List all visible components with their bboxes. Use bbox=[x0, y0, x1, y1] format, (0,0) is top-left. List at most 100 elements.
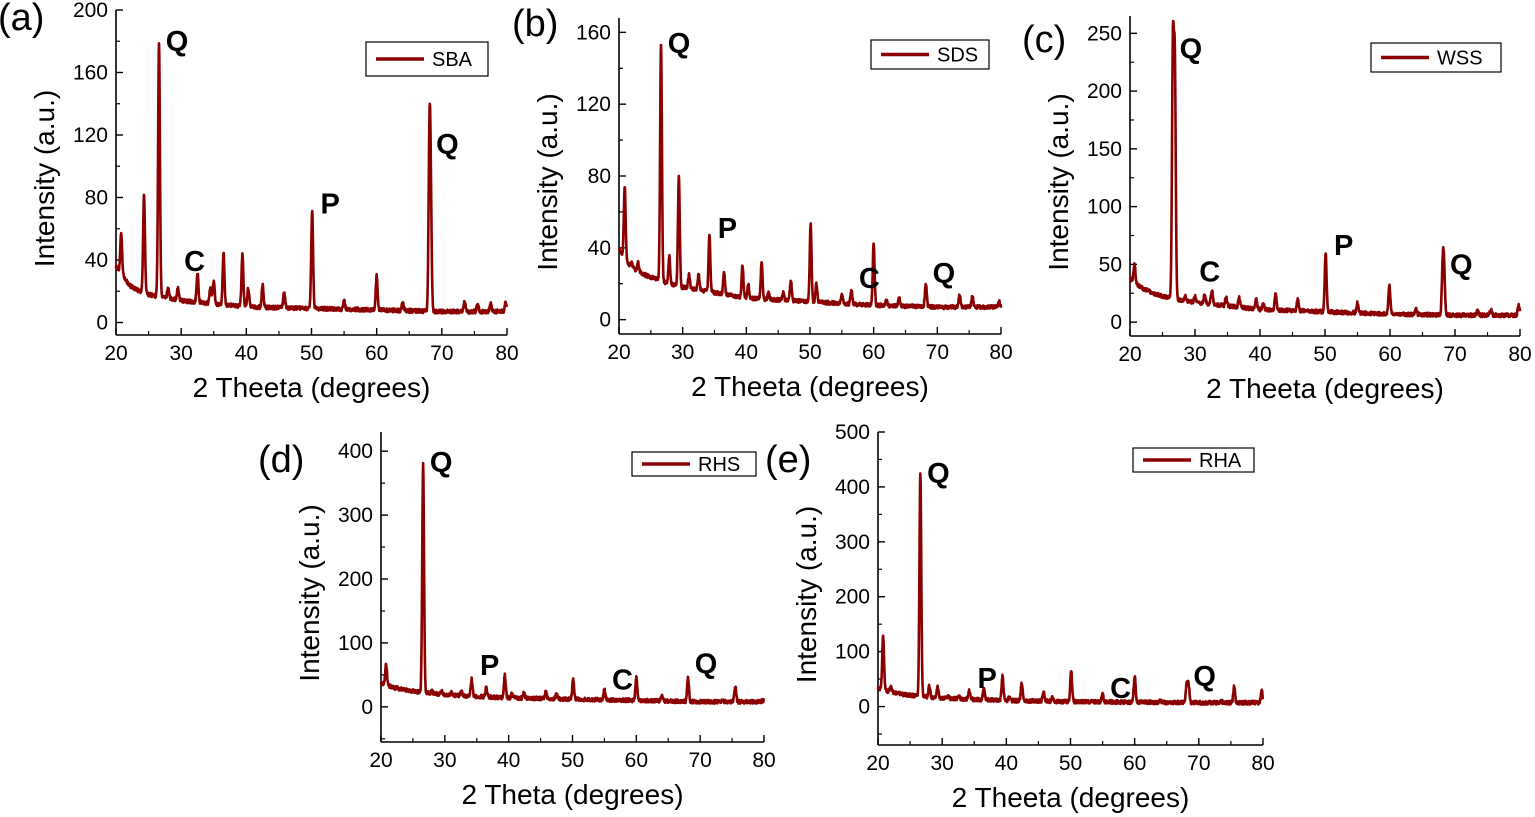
x-tick-label: 30 bbox=[433, 749, 456, 772]
y-tick-label: 100 bbox=[835, 641, 870, 664]
chart-panel-1: 20 30 40 50 60 70 80 0 40 80 120 160 200 2 Theeta (de… bbox=[0, 0, 519, 403]
x-tick-label: 70 bbox=[1187, 752, 1210, 775]
x-tick-label: 60 bbox=[1123, 752, 1146, 775]
legend: WSS bbox=[1370, 42, 1502, 73]
peak-annotation-p: P bbox=[977, 663, 996, 695]
y-tick-label: 80 bbox=[85, 187, 108, 210]
x-tick-label: 20 bbox=[607, 341, 630, 364]
peak-annotation-q: Q bbox=[1193, 661, 1216, 693]
y-tick-label: 80 bbox=[588, 165, 611, 188]
x-tick-label: 80 bbox=[1508, 343, 1531, 366]
peak-annotation-q: Q bbox=[695, 648, 718, 680]
legend-label: RHA bbox=[1199, 450, 1242, 472]
y-tick-label: 400 bbox=[835, 476, 870, 499]
x-tick-label: 50 bbox=[561, 749, 584, 772]
x-tick-label: 50 bbox=[1059, 752, 1082, 775]
xrd-pattern-line bbox=[1128, 19, 1522, 319]
y-tick-label: 50 bbox=[1099, 253, 1122, 276]
y-axis-title: Intensity (a.u.) bbox=[532, 93, 563, 270]
y-tick-label: 100 bbox=[1087, 196, 1122, 219]
legend-label: WSS bbox=[1437, 48, 1483, 70]
y-tick-label: 150 bbox=[1087, 138, 1122, 161]
x-tick-label: 50 bbox=[300, 342, 323, 365]
panel-label: (d) bbox=[258, 439, 304, 481]
peak-annotation-c: C bbox=[859, 263, 880, 295]
x-tick-label: 80 bbox=[495, 342, 518, 365]
legend-label: SDS bbox=[937, 45, 978, 67]
y-tick-label: 0 bbox=[1110, 311, 1122, 334]
x-tick-label: 20 bbox=[1118, 343, 1141, 366]
x-tick-label: 40 bbox=[497, 749, 520, 772]
peak-annotation-c: C bbox=[612, 664, 633, 696]
x-tick-label: 20 bbox=[866, 752, 889, 775]
x-tick-label: 80 bbox=[752, 749, 775, 772]
y-tick-label: 40 bbox=[588, 237, 611, 260]
x-tick-label: 70 bbox=[688, 749, 711, 772]
y-tick-label: 160 bbox=[576, 21, 611, 44]
x-axis-title: 2 Theta (degrees) bbox=[461, 779, 683, 810]
y-tick-label: 160 bbox=[73, 62, 108, 85]
legend: RHA bbox=[1132, 447, 1255, 473]
y-tick-label: 200 bbox=[338, 568, 373, 591]
x-tick-label: 20 bbox=[104, 342, 127, 365]
y-axis-title: Intensity (a.u.) bbox=[29, 90, 60, 267]
x-tick-label: 60 bbox=[862, 341, 885, 364]
chart-panel-4: 20 30 40 50 60 70 80 0 100 200 300 400 2 Theta (degr… bbox=[258, 432, 776, 810]
y-tick-label: 40 bbox=[85, 249, 108, 272]
peak-annotation-q: Q bbox=[436, 129, 459, 161]
legend: SBA bbox=[365, 41, 489, 77]
x-axis-title: 2 Theeta (degrees) bbox=[952, 782, 1190, 813]
xrd-pattern-line bbox=[114, 41, 509, 315]
y-tick-label: 120 bbox=[576, 93, 611, 116]
x-tick-label: 70 bbox=[430, 342, 453, 365]
y-tick-label: 0 bbox=[96, 312, 108, 335]
y-tick-label: 100 bbox=[338, 632, 373, 655]
legend-label: SBA bbox=[432, 49, 473, 71]
x-tick-label: 40 bbox=[1248, 343, 1271, 366]
x-axis-title: 2 Theeta (degrees) bbox=[691, 371, 929, 402]
y-tick-label: 120 bbox=[73, 124, 108, 147]
x-tick-label: 70 bbox=[926, 341, 949, 364]
xrd-pattern-line bbox=[617, 43, 1003, 311]
y-tick-label: 300 bbox=[338, 504, 373, 527]
x-tick-label: 60 bbox=[1378, 343, 1401, 366]
legend: RHS bbox=[631, 451, 757, 477]
x-tick-label: 20 bbox=[369, 749, 392, 772]
peak-annotation-p: P bbox=[480, 650, 499, 682]
y-tick-label: 0 bbox=[858, 696, 870, 719]
xrd-pattern-line bbox=[876, 472, 1265, 706]
x-tick-label: 40 bbox=[235, 342, 258, 365]
x-tick-label: 30 bbox=[169, 342, 192, 365]
x-tick-label: 60 bbox=[365, 342, 388, 365]
y-tick-label: 200 bbox=[835, 586, 870, 609]
y-tick-label: 300 bbox=[835, 531, 870, 554]
x-axis-title: 2 Theeta (degrees) bbox=[1206, 373, 1444, 404]
y-axis-title: Intensity (a.u.) bbox=[791, 506, 822, 683]
peak-annotation-q: Q bbox=[1180, 34, 1203, 66]
x-tick-label: 70 bbox=[1443, 343, 1466, 366]
xrd-pattern-line bbox=[379, 461, 766, 705]
chart-panel-2: 20 30 40 50 60 70 80 0 40 80 120 160 2 Theeta (degre… bbox=[512, 3, 1013, 402]
y-tick-label: 400 bbox=[338, 440, 373, 463]
peak-annotation-c: C bbox=[1199, 257, 1220, 289]
x-tick-label: 40 bbox=[735, 341, 758, 364]
peak-annotation-q: Q bbox=[668, 28, 691, 60]
y-axis-title: Intensity (a.u.) bbox=[294, 504, 325, 681]
panel-label: (c) bbox=[1022, 19, 1066, 61]
panel-label: (b) bbox=[512, 3, 558, 45]
chart-panel-3: 20 30 40 50 60 70 80 0 50 100 150 200 250 2 Theeta (d… bbox=[1022, 16, 1532, 404]
x-tick-label: 80 bbox=[989, 341, 1012, 364]
peak-annotation-p: P bbox=[320, 188, 339, 220]
y-tick-label: 200 bbox=[1087, 80, 1122, 103]
peak-annotation-q: Q bbox=[933, 258, 956, 290]
legend: SDS bbox=[870, 39, 990, 70]
peak-annotation-c: C bbox=[1110, 673, 1131, 705]
x-tick-label: 40 bbox=[995, 752, 1018, 775]
x-tick-label: 30 bbox=[671, 341, 694, 364]
peak-annotation-p: P bbox=[718, 213, 737, 245]
y-tick-label: 500 bbox=[835, 421, 870, 444]
panel-label: (e) bbox=[765, 439, 811, 481]
peak-annotation-q: Q bbox=[1450, 250, 1473, 282]
y-tick-label: 0 bbox=[361, 696, 373, 719]
